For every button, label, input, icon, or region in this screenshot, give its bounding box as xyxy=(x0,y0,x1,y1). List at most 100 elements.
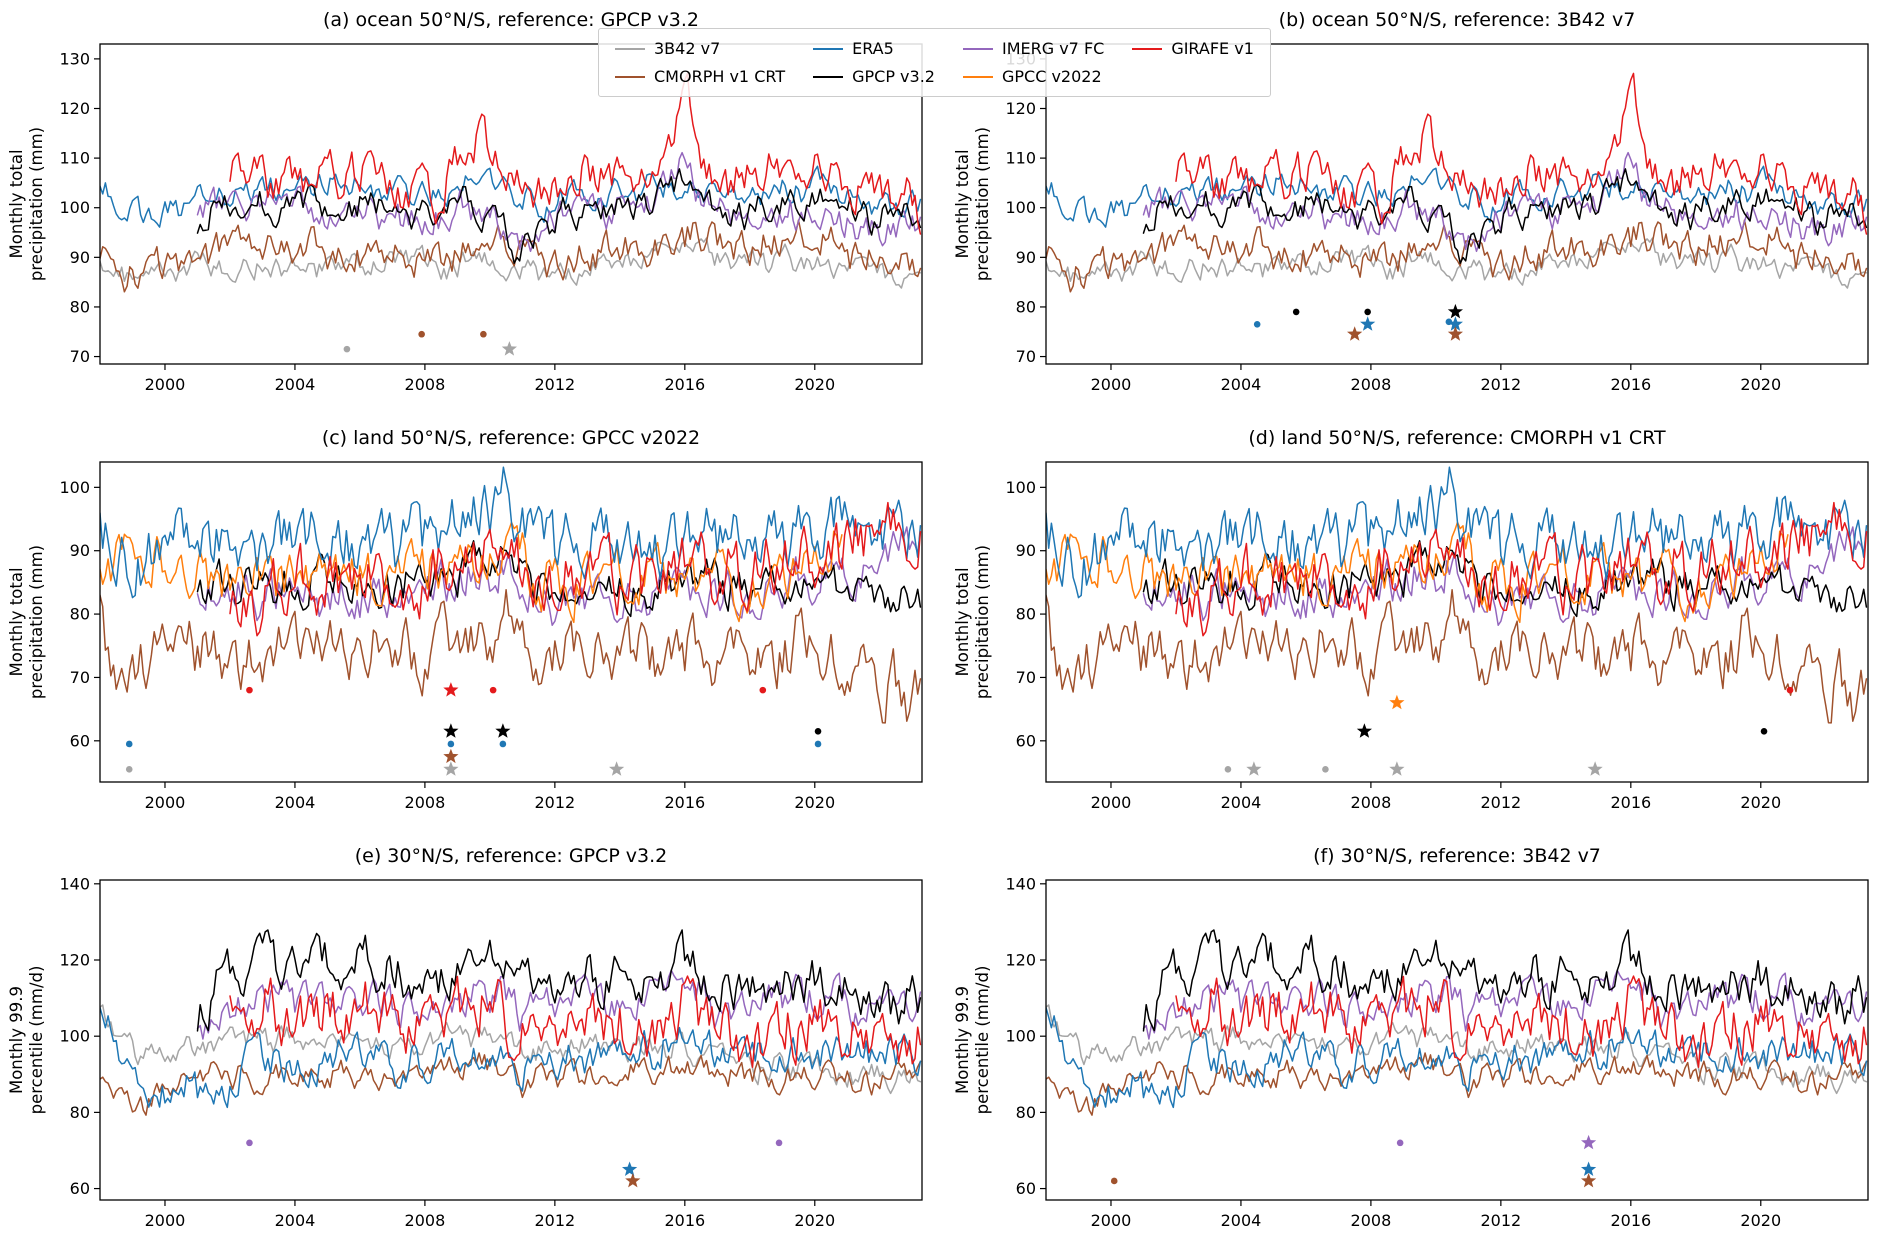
break-marker-dot xyxy=(418,330,425,338)
break-marker-star xyxy=(1389,694,1405,710)
legend-label: ERA5 xyxy=(852,39,894,58)
x-tick-label: 2012 xyxy=(535,793,576,812)
y-tick-label: 100 xyxy=(59,198,90,217)
axes-frame xyxy=(1045,43,1869,365)
y-tick-label: 60 xyxy=(70,731,90,750)
y-axis-label: Monthly total xyxy=(7,149,26,258)
x-tick-label: 2016 xyxy=(1610,1211,1651,1230)
legend-column: GIRAFE v1 xyxy=(1132,39,1254,58)
axes-frame xyxy=(99,879,923,1201)
series-line-imerg-v7-fc xyxy=(1142,969,1868,1040)
series-line-cmorph-v1-crt xyxy=(100,219,922,293)
x-tick-label: 2020 xyxy=(794,793,835,812)
break-marker-dot xyxy=(759,686,767,694)
series-line-cmorph-v1-crt xyxy=(100,589,922,724)
y-tick-label: 100 xyxy=(1005,1027,1036,1046)
legend-line-sample xyxy=(962,47,993,50)
break-marker-star xyxy=(625,1173,641,1188)
subplot-f-svg: (f) 30°N/S, reference: 3B42 v7 Monthly 99… xyxy=(953,845,1869,1230)
y-tick-label: 70 xyxy=(1016,347,1036,366)
series-line-3b42-v7 xyxy=(100,1004,922,1095)
break-marker-star xyxy=(1347,326,1363,341)
legend-column: 3B42 v7 CMORPH v1 CRT xyxy=(615,39,785,86)
series-line-era5 xyxy=(100,466,922,599)
x-tick-label: 2008 xyxy=(405,793,446,812)
break-marker-star xyxy=(1356,723,1372,738)
series-line-3b42-v7 xyxy=(100,237,922,289)
y-tick-label: 80 xyxy=(70,605,90,624)
subplot-title: (a) ocean 50°N/S, reference: GPCP v3.2 xyxy=(323,9,699,31)
break-marker-dot xyxy=(1224,766,1232,773)
legend-line-sample xyxy=(1132,47,1163,50)
break-marker-star xyxy=(1447,303,1463,319)
axes-frame xyxy=(99,461,923,783)
x-tick-label: 2008 xyxy=(405,375,446,394)
subplot-a-svg: (a) ocean 50°N/S, reference: GPCP v3.2 Mo… xyxy=(7,9,923,394)
y-tick-label: 70 xyxy=(70,668,90,687)
break-marker-dot xyxy=(1364,308,1371,316)
break-marker-star xyxy=(443,682,459,697)
y-axis-label: Monthly total xyxy=(953,567,972,676)
x-tick-label: 2008 xyxy=(1351,375,1392,394)
series-line-cmorph-v1-crt xyxy=(1046,589,1868,724)
break-marker-star xyxy=(443,748,459,764)
x-tick-label: 2000 xyxy=(145,375,186,394)
axes-frame xyxy=(1045,461,1869,783)
break-marker-star xyxy=(609,761,625,776)
y-axis-label: Monthly 99.9 xyxy=(953,986,972,1094)
legend-label: GIRAFE v1 xyxy=(1171,39,1254,58)
y-axis-label: percentile (mm/d) xyxy=(973,966,992,1115)
x-tick-label: 2004 xyxy=(1221,1211,1262,1230)
subplot-title: (c) land 50°N/S, reference: GPCC v2022 xyxy=(322,427,700,449)
x-tick-label: 2016 xyxy=(664,793,705,812)
x-tick-label: 2012 xyxy=(1481,375,1522,394)
x-tick-label: 2016 xyxy=(664,375,705,394)
x-tick-label: 2012 xyxy=(1481,793,1522,812)
legend-label: GPCP v3.2 xyxy=(852,67,935,86)
legend-column: IMERG v7 FC GPCC v2022 xyxy=(962,39,1104,86)
break-marker-star xyxy=(495,723,511,738)
series-line-gpcp-v3-2 xyxy=(1142,168,1868,264)
x-tick-label: 2004 xyxy=(275,1211,316,1230)
x-tick-label: 2020 xyxy=(1740,1211,1781,1230)
y-tick-label: 100 xyxy=(59,478,90,497)
y-tick-label: 140 xyxy=(59,874,90,893)
legend-column: ERA5 GPCP v3.2 xyxy=(813,39,935,86)
y-tick-label: 80 xyxy=(1016,605,1036,624)
legend-line-sample xyxy=(615,75,645,78)
y-tick-label: 120 xyxy=(1005,951,1036,970)
break-marker-dot xyxy=(1760,728,1768,735)
break-marker-dot xyxy=(125,766,133,773)
break-marker-dot xyxy=(125,740,133,748)
x-tick-label: 2000 xyxy=(1091,1211,1132,1230)
series-line-gpcp-v3-2 xyxy=(1142,929,1868,1032)
subplot-c: (c) land 50°N/S, reference: GPCC v2022 Mo… xyxy=(0,418,946,836)
y-tick-label: 80 xyxy=(1016,297,1036,316)
legend-label: CMORPH v1 CRT xyxy=(654,67,786,86)
x-tick-label: 2000 xyxy=(145,793,186,812)
subplot-e-svg: (e) 30°N/S, reference: GPCP v3.2 Monthly … xyxy=(7,845,923,1230)
y-tick-label: 130 xyxy=(59,49,90,68)
break-marker-dot xyxy=(814,740,822,748)
x-tick-label: 2000 xyxy=(1091,793,1132,812)
subplot-d-svg: (d) land 50°N/S, reference: CMORPH v1 CR… xyxy=(953,427,1869,812)
break-marker-star xyxy=(501,341,517,356)
break-marker-star xyxy=(1581,1161,1597,1176)
subplot-a: (a) ocean 50°N/S, reference: GPCP v3.2 Mo… xyxy=(0,0,946,418)
break-marker-star xyxy=(1581,1134,1597,1150)
legend-item: IMERG v7 FC xyxy=(962,39,1104,58)
series-line-era5 xyxy=(1046,165,1868,228)
subplot-title: (b) ocean 50°N/S, reference: 3B42 v7 xyxy=(1279,9,1636,31)
series-line-girafe-v1 xyxy=(1175,501,1868,637)
legend-item: CMORPH v1 CRT xyxy=(615,67,785,86)
y-axis-label: percentile (mm/d) xyxy=(27,966,46,1115)
y-tick-label: 80 xyxy=(1016,1103,1036,1122)
legend-item: 3B42 v7 xyxy=(615,39,785,58)
y-tick-label: 80 xyxy=(70,297,90,316)
break-marker-star xyxy=(443,723,459,738)
break-marker-dot xyxy=(1322,766,1329,773)
x-tick-label: 2020 xyxy=(794,375,835,394)
legend-label: 3B42 v7 xyxy=(654,39,721,58)
series-line-imerg-v7-fc xyxy=(1142,151,1868,253)
